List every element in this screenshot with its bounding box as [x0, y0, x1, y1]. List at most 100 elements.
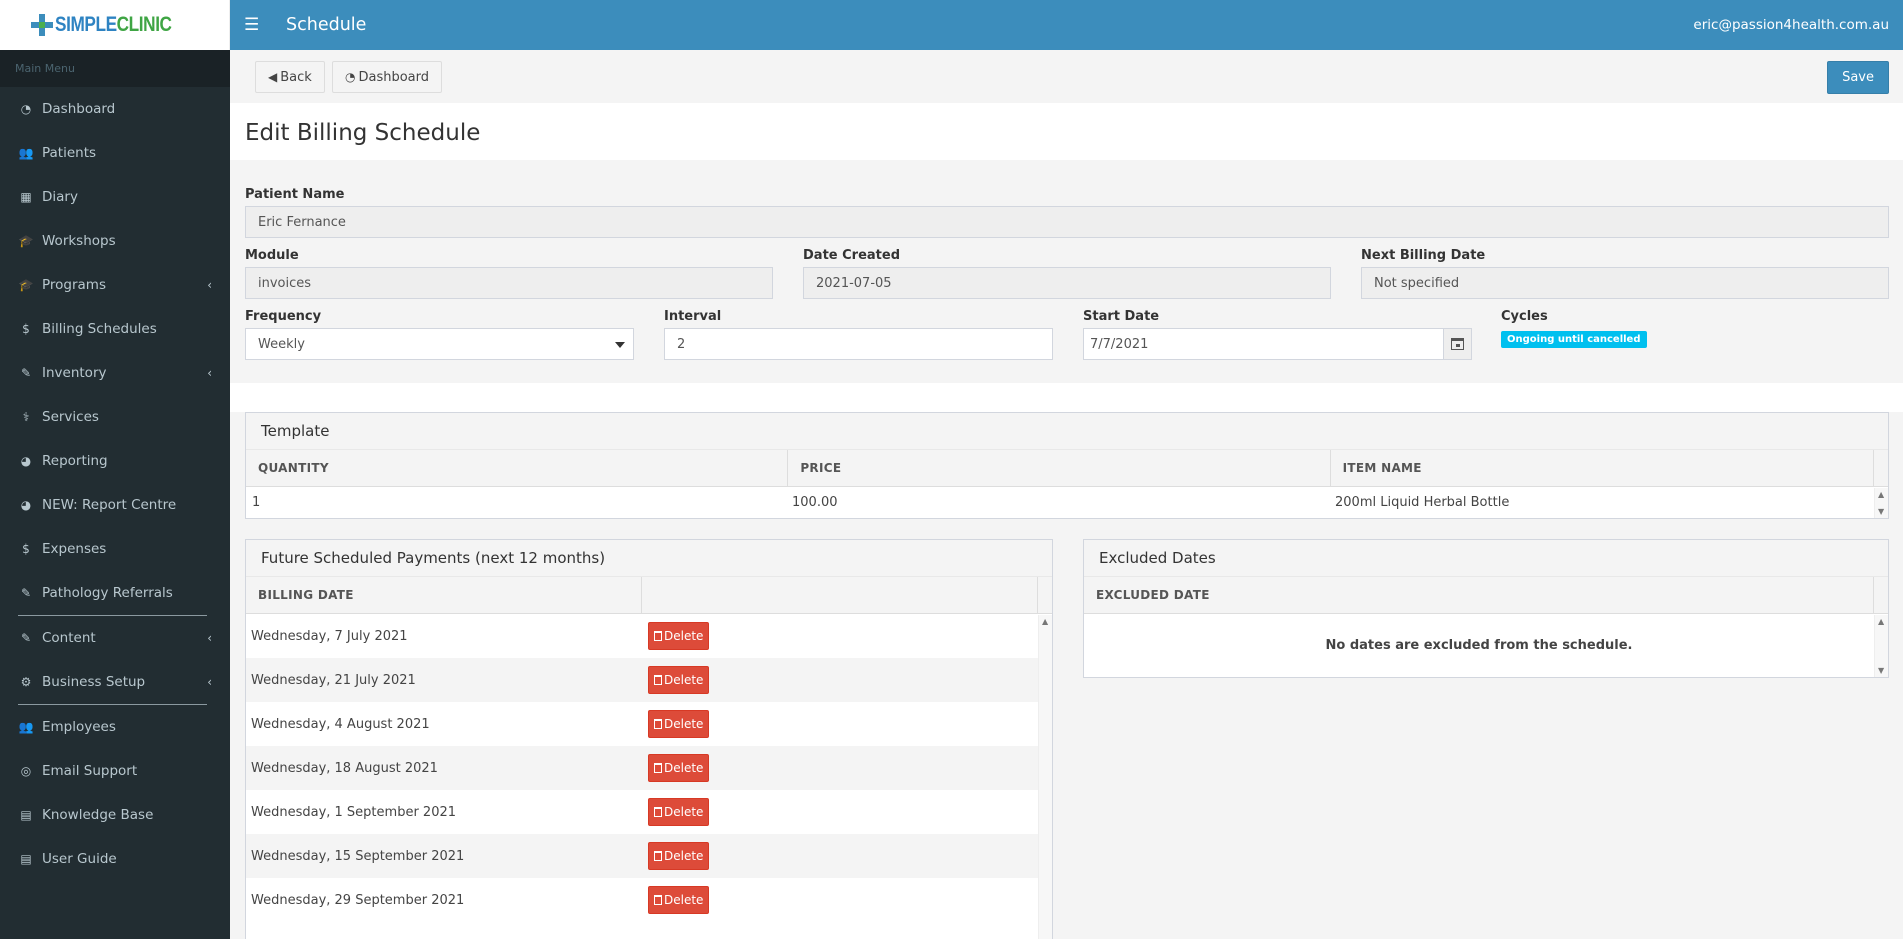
future-payments-rows: Wednesday, 7 July 2021 Delete Wednesday, 2…: [246, 614, 1052, 922]
column-header-actions: [642, 577, 1038, 613]
delete-button-label: Delete: [664, 805, 704, 819]
column-header-price[interactable]: PRICE: [788, 450, 1331, 486]
column-header-excluded-date[interactable]: EXCLUDED DATE: [1084, 577, 1874, 613]
hamburger-menu-icon[interactable]: ☰: [244, 15, 260, 35]
table-row: Wednesday, 15 September 2021 Delete: [246, 834, 1038, 878]
template-title: Template: [246, 413, 1888, 450]
sidebar-item-label: Services: [42, 409, 99, 425]
table-row: Wednesday, 1 September 2021 Delete: [246, 790, 1038, 834]
delete-button[interactable]: Delete: [648, 710, 710, 738]
future-payments-scrollbar[interactable]: ▲: [1038, 615, 1052, 939]
sidebar-item-label: Diary: [42, 189, 78, 205]
delete-button[interactable]: Delete: [648, 622, 710, 650]
sidebar-item-employees[interactable]: 👥 Employees: [0, 705, 230, 749]
template-row[interactable]: 1 100.00 200ml Liquid Herbal Bottle: [246, 487, 1888, 517]
back-button[interactable]: ◀ Back: [255, 61, 325, 93]
start-date-input[interactable]: 7/7/2021: [1083, 328, 1472, 360]
sidebar-item-user-guide[interactable]: ▤ User Guide: [0, 837, 230, 881]
sidebar-item-label: Pathology Referrals: [42, 585, 173, 601]
sidebar-item-programs[interactable]: 🎓 Programs ‹: [0, 263, 230, 307]
interval-input[interactable]: 2: [664, 328, 1053, 360]
user-email[interactable]: eric@passion4health.com.au: [1693, 17, 1889, 33]
main-content: ◀ Back ◔ Dashboard Save Edit Billing Sch…: [230, 50, 1903, 939]
future-payments-table-header: BILLING DATE: [246, 577, 1052, 614]
sidebar-divider: [18, 704, 207, 705]
back-button-label: Back: [280, 69, 312, 85]
sidebar-item-label: Reporting: [42, 453, 108, 469]
sidebar-item-business-setup[interactable]: ⚙ Business Setup ‹: [0, 660, 230, 704]
delete-button[interactable]: Delete: [648, 666, 710, 694]
section-divider: [230, 383, 1903, 412]
delete-button-label: Delete: [664, 761, 704, 775]
billing-date-cell: Wednesday, 21 July 2021: [251, 672, 416, 688]
delete-button[interactable]: Delete: [648, 754, 710, 782]
page-title: Edit Billing Schedule: [245, 120, 481, 146]
trash-icon: [654, 895, 662, 905]
calendar-icon: ▦: [20, 190, 32, 204]
template-table-header: QUANTITY PRICE ITEM NAME: [246, 450, 1888, 487]
sidebar-item-reporting[interactable]: ◕ Reporting: [0, 439, 230, 483]
sidebar-item-label: Workshops: [42, 233, 116, 249]
sidebar-item-knowledge-base[interactable]: ▤ Knowledge Base: [0, 793, 230, 837]
sidebar-item-billing-schedules[interactable]: $ Billing Schedules: [0, 307, 230, 351]
graduation-cap-icon: 🎓: [18, 278, 34, 292]
date-created-field[interactable]: 2021-07-05: [803, 267, 1331, 299]
dashboard-button-label: Dashboard: [358, 69, 430, 85]
sidebar-item-content[interactable]: ✎ Content ‹: [0, 616, 230, 660]
cycles-badge: Ongoing until cancelled: [1501, 331, 1647, 348]
frequency-selected-value: Weekly: [258, 336, 305, 352]
excluded-dates-empty-message: No dates are excluded from the schedule.: [1325, 637, 1633, 653]
delete-button[interactable]: Delete: [648, 886, 710, 914]
delete-button[interactable]: Delete: [648, 842, 710, 870]
dashboard-button[interactable]: ◔ Dashboard: [332, 61, 443, 93]
edit-icon: ✎: [20, 631, 32, 645]
dashboard-icon: ◔: [20, 102, 32, 116]
module-field[interactable]: invoices: [245, 267, 773, 299]
sidebar-item-inventory[interactable]: ✎ Inventory ‹: [0, 351, 230, 395]
sidebar-item-expenses[interactable]: $ Expenses: [0, 527, 230, 571]
datepicker-button[interactable]: [1443, 329, 1471, 359]
frequency-select[interactable]: Weekly: [245, 328, 634, 360]
menu-header: Main Menu: [0, 50, 230, 87]
sidebar-item-email-support[interactable]: ◎ Email Support: [0, 749, 230, 793]
caret-down-icon: [615, 342, 625, 348]
logo-text-clinic: CLINIC: [117, 13, 172, 36]
column-header-item-name[interactable]: ITEM NAME: [1331, 450, 1874, 486]
sidebar: SIMPLECLINIC Main Menu ◔ Dashboard 👥 Patien…: [0, 0, 230, 939]
chevron-left-icon: ‹: [207, 278, 212, 292]
sidebar-menu: ◔ Dashboard 👥 Patients ▦ Diary 🎓 Workshops 🎓 Prog…: [0, 87, 230, 881]
sidebar-item-label: Billing Schedules: [42, 321, 157, 337]
graduation-cap-icon: 🎓: [18, 234, 34, 248]
sidebar-divider: [18, 615, 207, 616]
sidebar-item-patients[interactable]: 👥 Patients: [0, 131, 230, 175]
stethoscope-icon: ⚕: [22, 410, 30, 424]
table-row: Wednesday, 4 August 2021 Delete: [246, 702, 1038, 746]
column-header-billing-date[interactable]: BILLING DATE: [246, 577, 642, 613]
excluded-dates-scrollbar[interactable]: ▲ ▼: [1874, 615, 1888, 677]
delete-button[interactable]: Delete: [648, 798, 710, 826]
sidebar-item-services[interactable]: ⚕ Services: [0, 395, 230, 439]
chevron-left-icon: ‹: [207, 631, 212, 645]
sidebar-item-new-report-centre[interactable]: ◕ NEW: Report Centre: [0, 483, 230, 527]
template-scrollbar[interactable]: ▲ ▼: [1874, 488, 1888, 518]
edit-icon: ✎: [20, 366, 32, 380]
dashboard-icon: ◔: [345, 70, 356, 84]
start-date-value: 7/7/2021: [1090, 336, 1149, 352]
pie-chart-icon: ◕: [20, 498, 32, 512]
logo[interactable]: SIMPLECLINIC: [0, 0, 230, 50]
delete-button-label: Delete: [664, 893, 704, 907]
next-billing-date-field[interactable]: Not specified: [1361, 267, 1889, 299]
sidebar-item-dashboard[interactable]: ◔ Dashboard: [0, 87, 230, 131]
sidebar-item-pathology-referrals[interactable]: ✎ Pathology Referrals: [0, 571, 230, 615]
sidebar-item-workshops[interactable]: 🎓 Workshops: [0, 219, 230, 263]
sidebar-item-label: Programs: [42, 277, 106, 293]
sidebar-item-label: NEW: Report Centre: [42, 497, 177, 513]
pie-chart-icon: ◕: [20, 454, 32, 468]
sidebar-item-diary[interactable]: ▦ Diary: [0, 175, 230, 219]
patient-name-field[interactable]: Eric Fernance: [245, 206, 1889, 238]
patient-name-label: Patient Name: [245, 187, 345, 202]
column-header-quantity[interactable]: QUANTITY: [246, 450, 789, 486]
start-date-label: Start Date: [1083, 309, 1160, 324]
save-button[interactable]: Save: [1827, 61, 1889, 94]
billing-date-cell: Wednesday, 4 August 2021: [251, 716, 430, 732]
